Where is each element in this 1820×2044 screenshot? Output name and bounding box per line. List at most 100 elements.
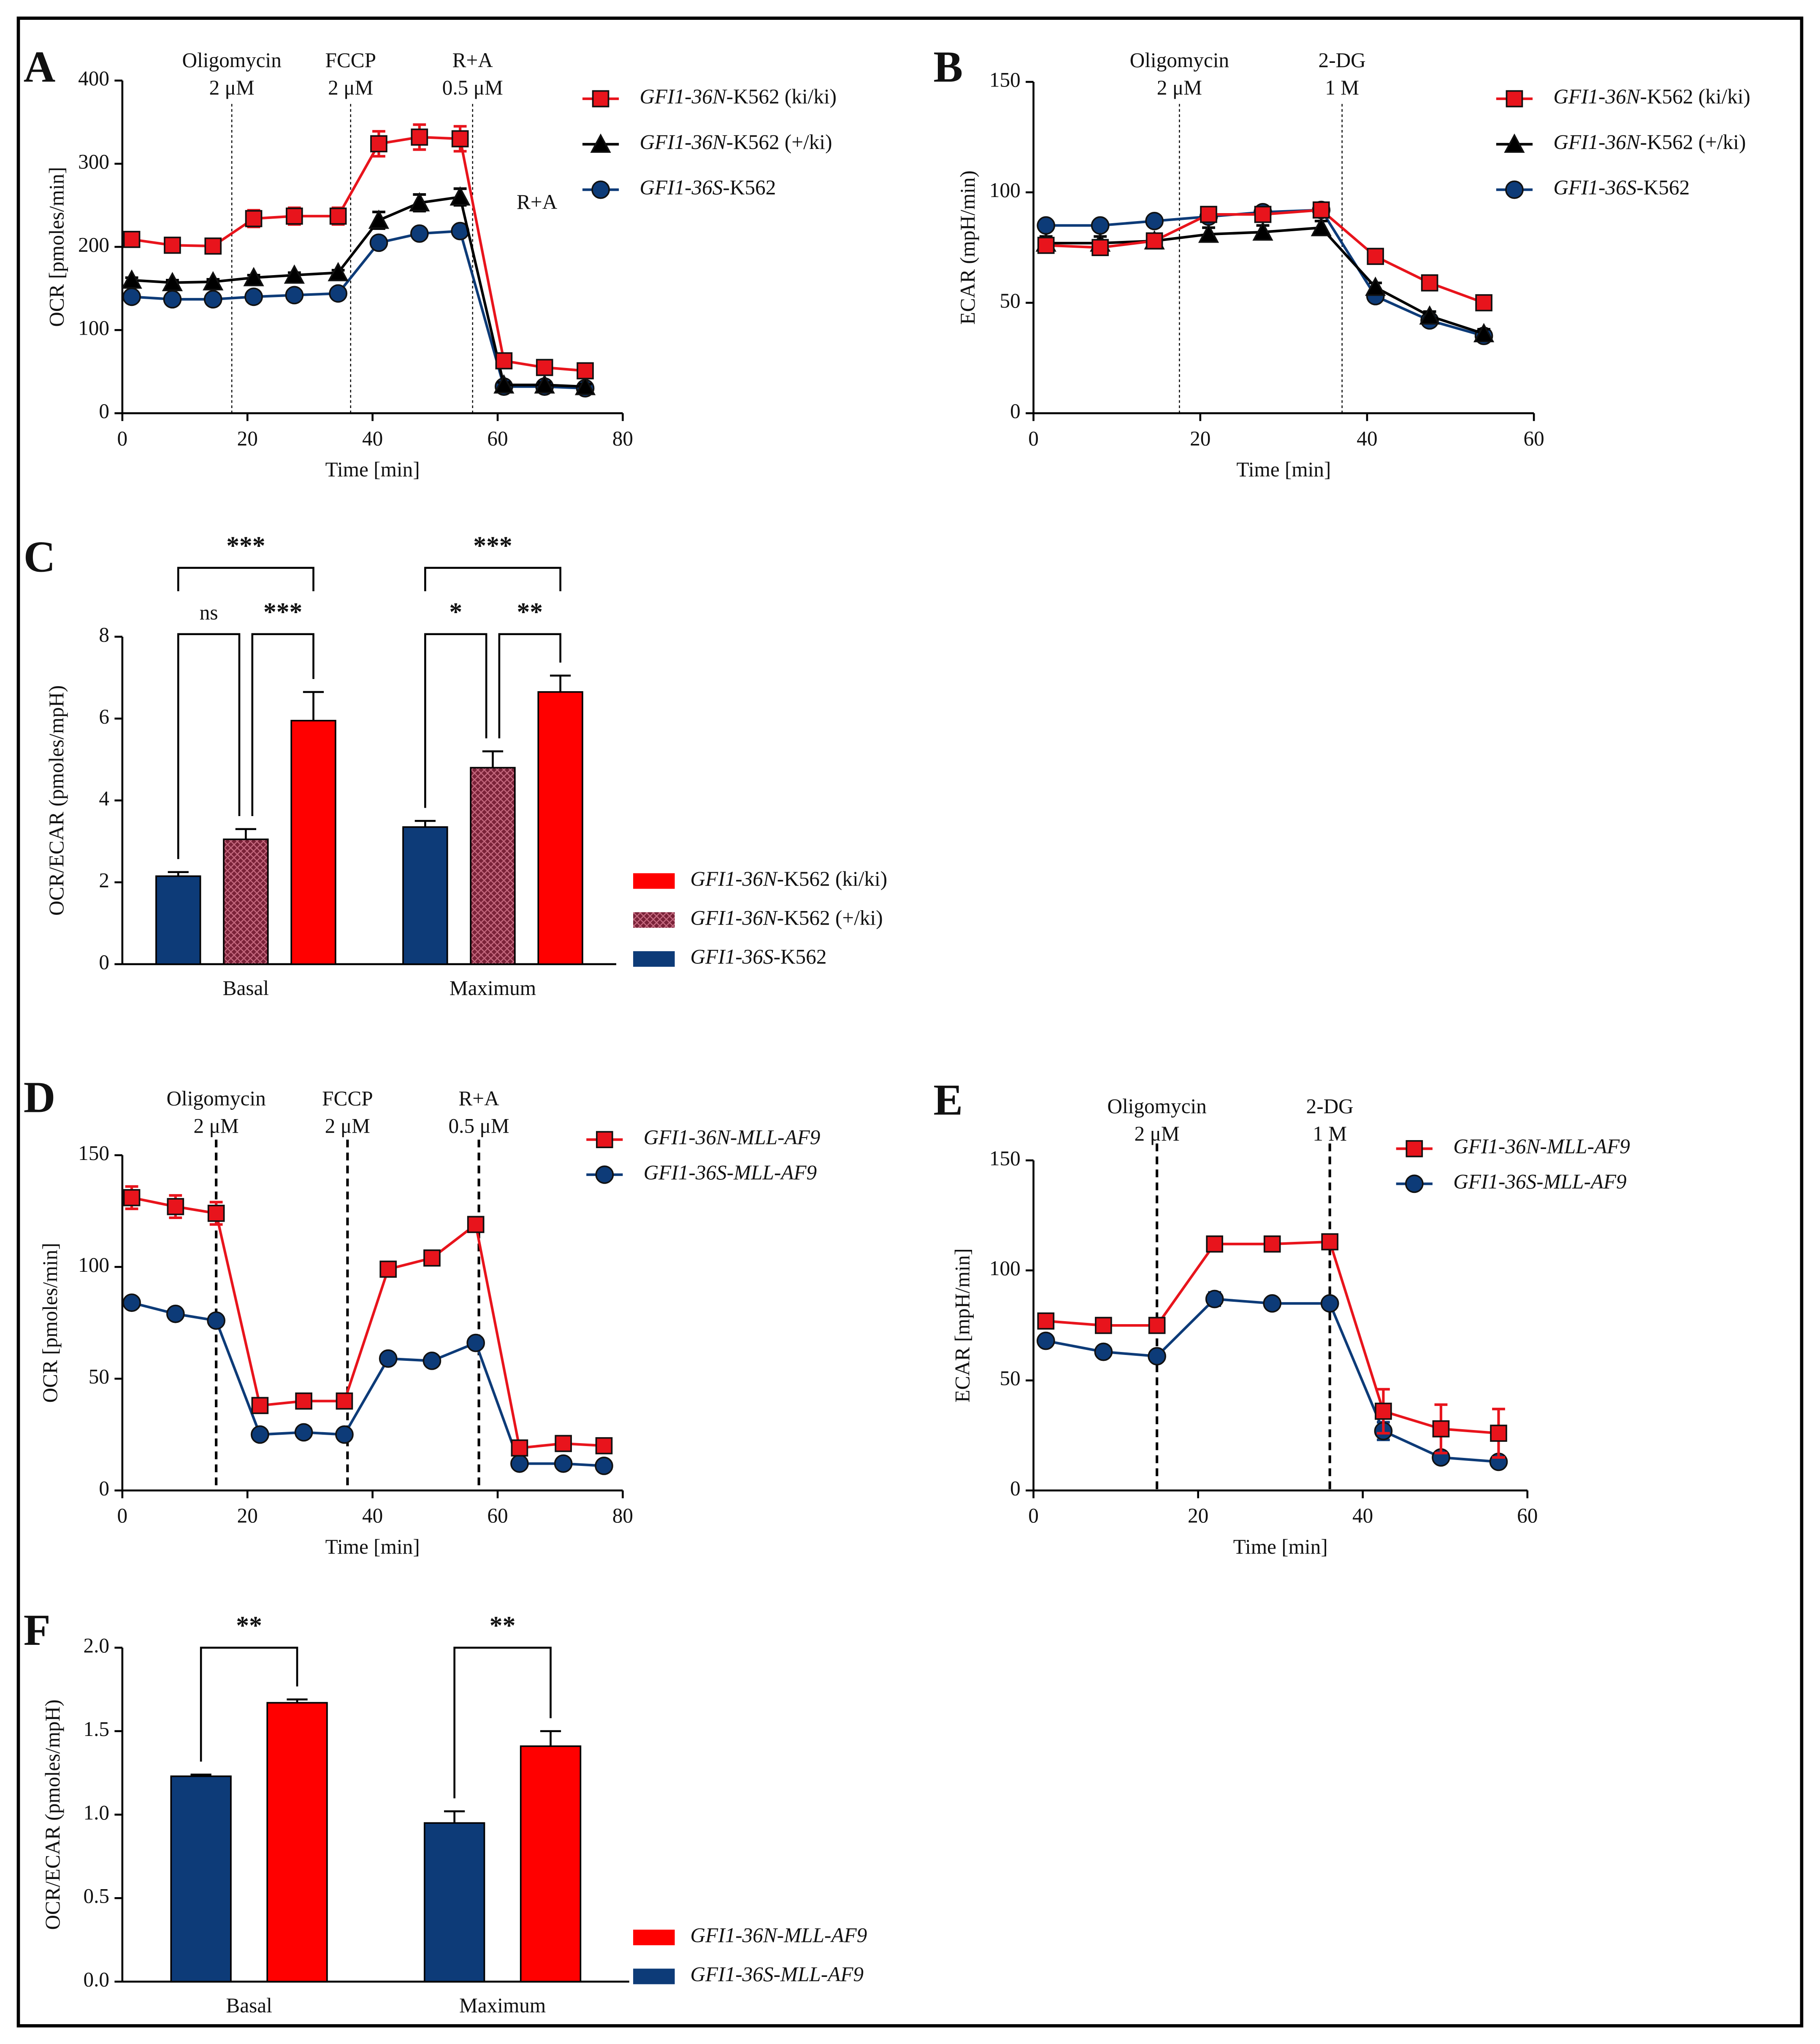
marker bbox=[284, 264, 305, 284]
significance-bracket bbox=[177, 567, 314, 592]
x-tick-label: 80 bbox=[612, 1504, 633, 1527]
marker bbox=[123, 1189, 141, 1206]
marker bbox=[336, 1392, 353, 1410]
legend-label-part: GFI1-36N bbox=[691, 906, 778, 930]
y-tick-label: 0 bbox=[99, 1476, 109, 1500]
significance-label: *** bbox=[473, 532, 512, 560]
marker bbox=[1263, 1294, 1282, 1313]
x-axis-title: Time [min] bbox=[1236, 458, 1331, 481]
x-axis-title: Time [min] bbox=[325, 458, 420, 481]
y-tick-label: 200 bbox=[78, 233, 109, 256]
legend-label-part: -K562 (ki/ki) bbox=[777, 867, 887, 890]
panel-letter: E bbox=[933, 1076, 963, 1125]
x-tick-label: 20 bbox=[237, 1504, 258, 1527]
marker bbox=[1506, 90, 1523, 108]
error-bar bbox=[444, 1810, 465, 1823]
significance-label: *** bbox=[263, 598, 302, 627]
marker bbox=[167, 1198, 184, 1215]
y-tick-label: 0 bbox=[1010, 400, 1021, 423]
marker bbox=[203, 271, 224, 291]
treatment-label: Oligomycin bbox=[166, 1087, 265, 1110]
marker bbox=[595, 1165, 614, 1184]
marker bbox=[510, 1454, 529, 1473]
legend-label: GFI1-36S-MLL-AF9 bbox=[644, 1161, 817, 1184]
legend-label: GFI1-36S-K562 bbox=[1553, 176, 1690, 199]
significance-label: * bbox=[449, 598, 462, 627]
legend-label-part: -K562 bbox=[774, 945, 827, 968]
y-tick-label: 50 bbox=[999, 1367, 1020, 1390]
marker bbox=[574, 376, 596, 395]
x-tick-label: Basal bbox=[226, 1994, 272, 2017]
marker bbox=[1406, 1140, 1423, 1157]
y-tick-label: 150 bbox=[78, 1141, 109, 1165]
x-tick-label: 0 bbox=[117, 1504, 128, 1527]
marker bbox=[423, 1249, 441, 1267]
marker bbox=[1145, 211, 1164, 230]
marker bbox=[411, 128, 428, 146]
y-tick-label: 6 bbox=[99, 705, 109, 728]
legend-label-part: GFI1-36S bbox=[691, 945, 774, 968]
legend-label: GFI1-36N-K562 (ki/ki) bbox=[1553, 85, 1750, 108]
y-tick-label: 300 bbox=[78, 150, 109, 173]
bar bbox=[423, 1822, 485, 1983]
significance-label: ** bbox=[490, 1611, 516, 1640]
x-tick-label: 0 bbox=[117, 427, 128, 450]
marker bbox=[1091, 239, 1109, 256]
legend-label: GFI1-36N-K562 (ki/ki) bbox=[691, 867, 888, 890]
treatment-label: 2 μM bbox=[1157, 76, 1202, 99]
marker bbox=[595, 1457, 613, 1475]
y-axis-title: OCR/ECAR (pmoles/mpH) bbox=[41, 1699, 64, 1930]
treatment-label: 2 μM bbox=[209, 76, 255, 99]
bar bbox=[290, 719, 336, 965]
legend-label-part: GFI1-36N bbox=[691, 867, 778, 890]
legend-label-part: GFI1-36N-MLL-AF9 bbox=[644, 1126, 821, 1149]
legend-label: GFI1-36N-K562 (+/ki) bbox=[691, 906, 883, 930]
marker bbox=[536, 359, 553, 376]
x-tick-label: 60 bbox=[487, 427, 508, 450]
marker bbox=[1475, 294, 1492, 311]
y-tick-label: 0.0 bbox=[83, 1968, 109, 1991]
legend-label: GFI1-36S-MLL-AF9 bbox=[1453, 1170, 1626, 1193]
marker bbox=[164, 236, 181, 254]
significance-label: *** bbox=[226, 532, 265, 560]
y-tick-label: 0 bbox=[1010, 1476, 1021, 1500]
bar bbox=[520, 1745, 582, 1983]
marker bbox=[1198, 223, 1219, 243]
bar bbox=[470, 767, 516, 965]
marker bbox=[577, 362, 594, 380]
significance-label: ** bbox=[236, 1611, 262, 1640]
marker bbox=[329, 284, 347, 303]
legend-label: GFI1-36N-MLL-AF9 bbox=[691, 1924, 867, 1947]
marker bbox=[1311, 217, 1332, 236]
marker bbox=[1091, 216, 1110, 235]
panel-letter: F bbox=[24, 1606, 51, 1655]
marker bbox=[1312, 201, 1330, 219]
marker bbox=[591, 180, 610, 199]
legend-label-part: -K562 (+/ki) bbox=[726, 130, 832, 154]
x-tick-label: Basal bbox=[223, 976, 269, 1000]
marker bbox=[207, 1205, 225, 1222]
annotation: R+A bbox=[517, 190, 558, 214]
y-axis-title: OCR [pmoles/min] bbox=[45, 167, 68, 327]
bar bbox=[266, 1702, 328, 1983]
significance-label: ** bbox=[517, 598, 543, 627]
legend-label-part: -K562 bbox=[1636, 176, 1690, 199]
treatment-label: R+A bbox=[458, 1087, 499, 1110]
series-line bbox=[131, 1196, 604, 1449]
marker bbox=[328, 262, 349, 281]
marker bbox=[1405, 1174, 1424, 1193]
x-tick-label: 20 bbox=[1188, 1504, 1208, 1527]
marker bbox=[162, 272, 183, 292]
y-axis-title: ECAR (mpH/min) bbox=[956, 170, 979, 324]
x-tick-label: 80 bbox=[612, 427, 633, 450]
marker bbox=[1432, 1420, 1450, 1438]
x-tick-label: 20 bbox=[1190, 427, 1211, 450]
marker bbox=[251, 1425, 269, 1444]
error-bar bbox=[540, 1730, 561, 1747]
y-tick-label: 8 bbox=[99, 623, 109, 646]
legend-label-part: GFI1-36N-MLL-AF9 bbox=[691, 1924, 867, 1947]
treatment-label: Oligomycin bbox=[182, 49, 282, 72]
y-axis-title: ECAR [mpH/min] bbox=[951, 1248, 974, 1402]
